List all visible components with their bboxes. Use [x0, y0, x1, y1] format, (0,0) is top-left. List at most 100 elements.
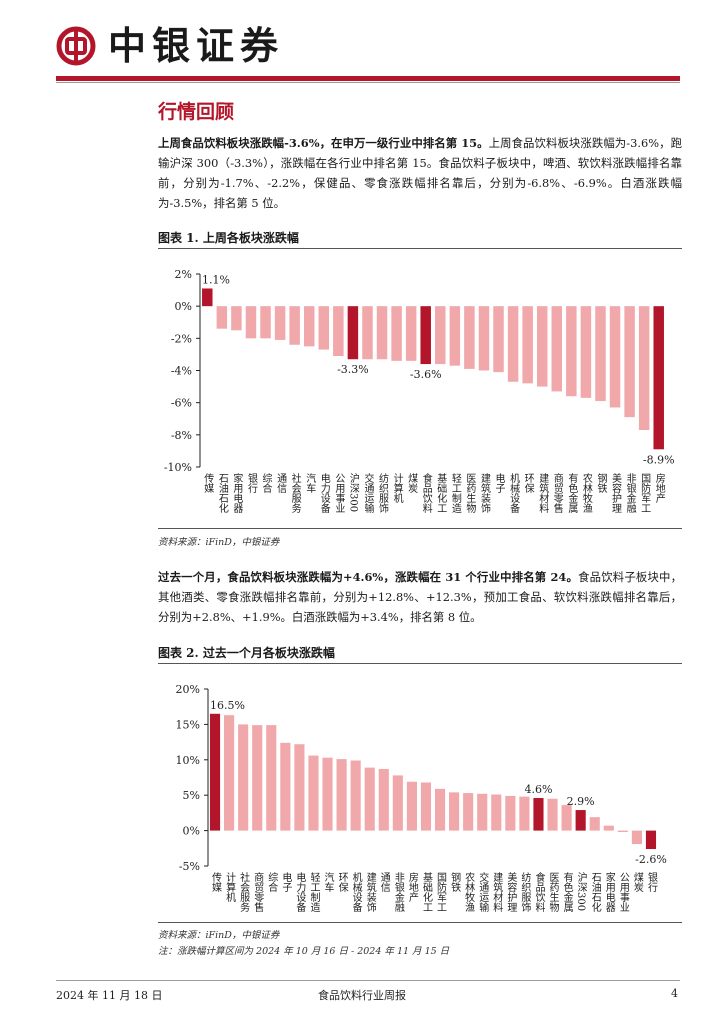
category-label: 农林牧渔: [580, 472, 592, 514]
category-label: 电力设备: [318, 472, 330, 514]
bar: [238, 724, 249, 831]
category-label: 纺织服饰: [377, 472, 389, 514]
bar: [420, 306, 431, 365]
category-label: 煤炭: [631, 871, 643, 893]
category-label: 农林牧渔: [463, 871, 475, 913]
bar: [575, 810, 586, 831]
bar: [216, 306, 228, 329]
bar: [435, 306, 446, 365]
bar: [406, 781, 417, 831]
category-label: 房地产: [653, 472, 665, 504]
bar: [464, 306, 475, 369]
category-label: 机械设备: [508, 472, 520, 514]
section-title: 行情回顾: [158, 101, 235, 123]
bar: [266, 725, 277, 831]
category-label: 传媒: [210, 872, 222, 893]
category-label: 交通运输: [477, 871, 489, 913]
bar: [252, 725, 263, 831]
bar: [289, 306, 300, 345]
y-tick-label: 5%: [183, 789, 200, 802]
category-label: 公用事业: [617, 872, 629, 912]
bar: [595, 306, 606, 402]
category-label: 通信: [275, 473, 287, 494]
category-label: 机械设备: [350, 871, 362, 913]
category-label: 建筑装饰: [364, 871, 376, 913]
y-tick-label: -4%: [171, 365, 192, 378]
bar: [491, 794, 502, 831]
figure2-note: 注：涨跌幅计算区间为 2024 年 10 月 16 日 - 2024 年 11 …: [158, 946, 450, 957]
paragraph-weekly: 上周食品饮料板块涨跌幅-3.6%，在申万一级行业中排名第 15。上周食品饮料板块…: [158, 133, 682, 213]
category-label: 汽车: [304, 472, 316, 494]
category-label: 建筑装饰: [478, 472, 490, 514]
category-label: 计算机: [224, 871, 236, 903]
y-tick-label: 0%: [183, 825, 200, 838]
bar: [336, 759, 347, 831]
category-label: 国防军工: [435, 872, 447, 912]
category-label: 美容护理: [505, 871, 517, 912]
category-label: 医药生物: [547, 872, 559, 913]
bar: [303, 306, 315, 347]
bar: [405, 306, 417, 361]
bar: [547, 798, 558, 831]
paragraph-monthly: 过去一个月，食品饮料板块涨跌幅为+4.6%，涨跌幅在 31 个行业中排名第 24…: [158, 567, 682, 627]
category-label: 纺织服饰: [519, 871, 531, 913]
header-red-rule: [56, 76, 680, 81]
bar: [420, 782, 432, 831]
bar: [378, 769, 389, 831]
paragraph-weekly-lead: 上周食品饮料板块涨跌幅-3.6%，在申万一级行业中排名第 15。: [158, 136, 489, 150]
category-label: 环保: [522, 473, 534, 494]
y-tick-label: -10%: [164, 461, 192, 474]
figure1-bottom-rule: [158, 528, 682, 529]
figure2-title: 图表 2. 过去一个月各板块涨跌幅: [158, 646, 335, 660]
bar: [603, 825, 614, 831]
data-label: -3.6%: [410, 368, 442, 381]
category-label: 有色金属: [566, 472, 578, 514]
y-tick-label: 15%: [176, 718, 200, 731]
bar: [463, 793, 474, 831]
category-label: 钢铁: [449, 871, 461, 893]
category-label: 传媒: [202, 473, 214, 494]
figure2-bottom-rule: [158, 922, 682, 923]
bar: [589, 817, 600, 831]
category-label: 煤炭: [406, 472, 418, 494]
bar: [493, 306, 504, 373]
data-label: -2.6%: [635, 853, 667, 866]
category-label: 公用事业: [333, 473, 345, 513]
footer-report-name: 食品饮料行业周报: [318, 989, 406, 1002]
bar: [536, 306, 548, 387]
bar: [362, 306, 373, 360]
category-label: 沪深300: [575, 871, 587, 911]
figure1-top-rule: [158, 248, 682, 249]
bar: [260, 306, 271, 339]
bar: [318, 306, 330, 350]
bar: [533, 798, 544, 831]
bar: [478, 306, 490, 371]
category-label: 基础化工: [435, 472, 447, 513]
bar: [645, 830, 657, 850]
y-tick-label: 0%: [175, 300, 192, 313]
category-label: 国防军工: [639, 473, 651, 513]
bar: [231, 306, 242, 331]
bar: [376, 306, 388, 360]
bar: [322, 757, 333, 831]
bar: [617, 830, 628, 833]
category-label: 钢铁: [595, 472, 607, 494]
bar: [245, 306, 257, 339]
bar: [580, 306, 592, 398]
bar: [392, 775, 403, 831]
category-label: 电力设备: [294, 871, 306, 913]
figure1-source: 资料来源：iFinD，中银证券: [158, 537, 280, 548]
bank-of-china-logo-icon: [56, 26, 96, 66]
bar: [449, 306, 461, 366]
bar: [566, 306, 577, 397]
y-tick-label: 20%: [176, 683, 200, 696]
category-label: 基础化工: [420, 871, 432, 912]
bar: [551, 306, 563, 392]
data-label: -8.9%: [643, 453, 675, 466]
data-label: 16.5%: [210, 699, 245, 712]
bar: [280, 742, 291, 831]
bar: [308, 755, 319, 831]
paragraph-monthly-body: 食品饮料子板块中，其他酒类、零食涨跌幅排名靠前，分别为+12.8%、+12.3%…: [158, 570, 682, 624]
category-label: 社会服务: [289, 472, 301, 514]
category-label: 美容护理: [610, 472, 622, 513]
